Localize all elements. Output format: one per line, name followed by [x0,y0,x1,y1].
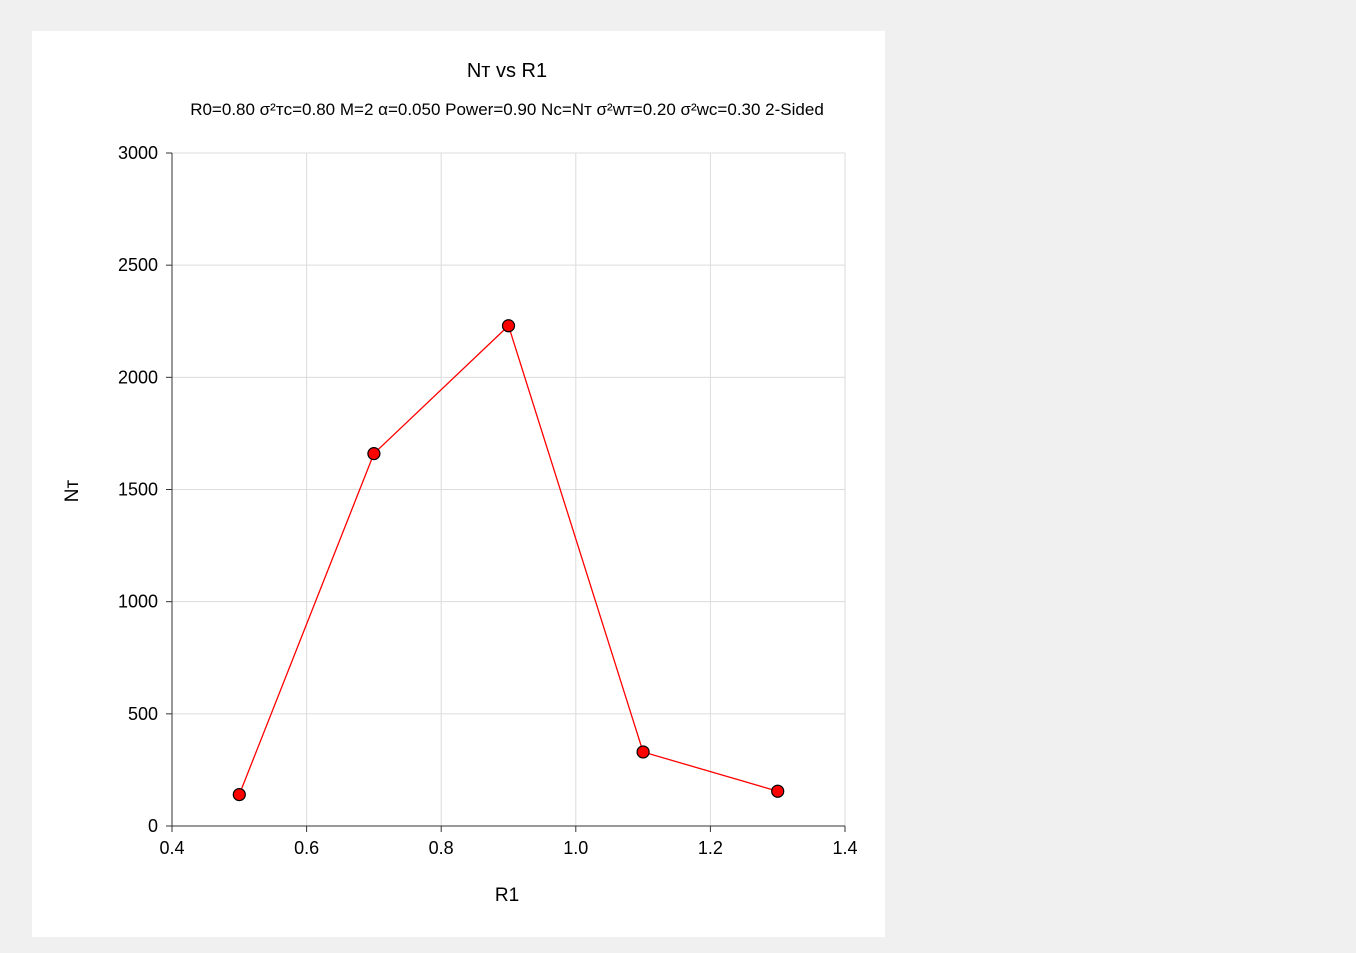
data-point [771,784,785,798]
chart-svg: Nᴛ vs R1 R0=0.80 σ²ᴛc=0.80 M=2 α=0.050 P… [62,60,858,906]
x-tick-label: 0.8 [429,838,454,858]
grid-layer [172,152,846,826]
y-tick-label: 2000 [118,367,158,387]
chart-subtitle: R0=0.80 σ²ᴛc=0.80 M=2 α=0.050 Power=0.90… [190,100,824,119]
data-point [232,787,246,802]
data-point [636,745,650,759]
x-tick-label: 1.0 [563,838,588,858]
x-tick-label: 1.2 [698,838,723,858]
chart-title: Nᴛ vs R1 [467,60,547,82]
x-tick-label: 0.4 [159,838,184,858]
chart-panel: Nᴛ vs R1 R0=0.80 σ²ᴛc=0.80 M=2 α=0.050 P… [32,31,885,937]
y-axis-label: Nᴛ [62,479,83,502]
y-tick-label: 500 [128,704,158,724]
x-tick-label: 0.6 [294,838,319,858]
y-tick-label: 2500 [118,255,158,275]
axis-layer: 0.4 0.6 0.8 1.0 1.2 1.4 0 500 1000 1500 2000 2500 30… [118,143,858,858]
x-axis-label: R1 [495,885,519,906]
data-point [501,319,516,333]
data-point [367,447,381,461]
series-line [238,324,778,795]
y-tick-label: 1500 [118,480,158,500]
y-tick-label: 3000 [118,143,158,163]
series-layer [232,319,785,802]
y-tick-label: 0 [148,816,158,836]
y-tick-label: 1000 [118,592,158,612]
x-tick-label: 1.4 [832,838,857,858]
